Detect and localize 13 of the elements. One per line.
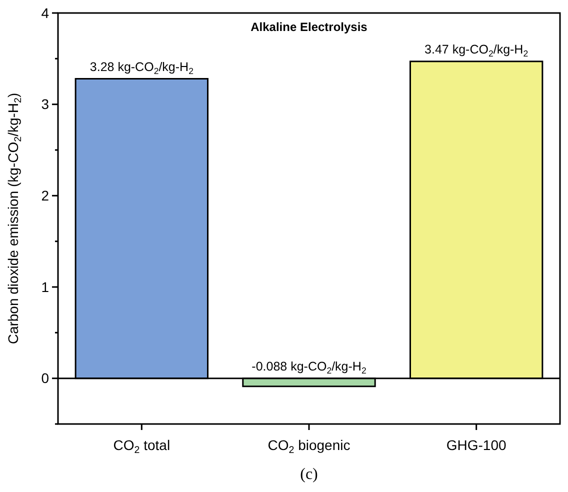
x-tick-label: GHG-100 [446, 437, 506, 453]
data-label: 3.28 kg-CO$_{2}$/kg-H$_{2}$ [90, 60, 194, 76]
text: (c) [300, 466, 318, 483]
text: Alkaline Electrolysis [250, 20, 368, 34]
y-tick-label: 3 [41, 96, 50, 112]
y-tick-label: 1 [41, 278, 50, 295]
y-tick-label: 0 [41, 370, 50, 386]
data-label: 3.47 kg-CO$_{2}$/kg-H$_{2}$ [424, 42, 528, 58]
x-tick-label: CO$_{2}$ total [113, 437, 170, 456]
y-tick-label: 4 [41, 4, 50, 21]
data-label: -0.088 kg-CO$_{2}$/kg-H$_{2}$ [252, 359, 366, 376]
x-tick-label: CO$_{2}$ biogenic [268, 437, 350, 456]
y-tick-label: 2 [41, 188, 50, 204]
